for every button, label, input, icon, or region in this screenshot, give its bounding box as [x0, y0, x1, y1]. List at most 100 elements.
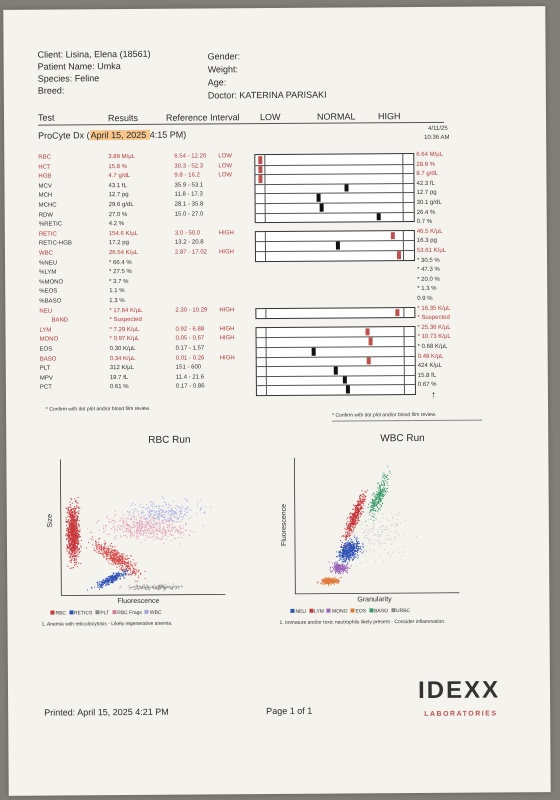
graph-boundary-line: [403, 307, 405, 318]
row-flag: HIGH: [219, 306, 235, 313]
confirm-note-left: * Confirm with dot plot and/or blood fil…: [46, 405, 151, 413]
legend-label: EOS: [355, 608, 367, 615]
row-result: 15.8 %: [108, 163, 128, 170]
row-flag: HIGH: [219, 354, 235, 361]
legend-swatch: [369, 608, 374, 613]
row-right: * 47.3 %: [417, 267, 440, 274]
confirm-note-right: * Confirm with dot plot and/or blood fil…: [332, 411, 437, 419]
row-test: PCT: [39, 384, 52, 392]
row-test: EOS: [39, 346, 53, 353]
row-result: 29.6 g/dL: [108, 201, 134, 209]
wbc-run-title: WBC Run: [380, 432, 425, 445]
row-test: NEU: [39, 308, 53, 315]
graph-row-line: [255, 182, 414, 185]
result-marker-rbc: [258, 156, 263, 164]
row-ref: 0.05 - 0.67: [175, 335, 205, 343]
row-right: 42.3 fL: [416, 180, 435, 187]
row-test: RETIC: [38, 231, 57, 238]
row-result: 312 K/µL: [109, 365, 134, 372]
result-marker-mch: [316, 194, 321, 202]
graph-row-line: [255, 202, 414, 205]
row-test: HGB: [38, 173, 52, 180]
row-right: * 20.0 %: [417, 276, 440, 283]
results-graph: [3, 6, 545, 397]
rbc-x-label: Fluorescence: [117, 597, 160, 606]
row-result: 19.7 fL: [109, 374, 129, 381]
row-right: * Suspected: [417, 314, 450, 322]
graph-boundary-line: [402, 230, 404, 260]
legend-label: RBC Frags: [117, 609, 142, 617]
row-result: 4.7 g/dL: [108, 173, 131, 180]
graph-row-line: [255, 173, 414, 176]
row-test: %NEU: [39, 260, 58, 267]
row-right: 28.9 %: [416, 161, 436, 168]
legend-swatch: [390, 608, 395, 613]
row-ref: 15.0 - 27.0: [174, 211, 204, 218]
row-ref: 6.54 - 12.20: [174, 153, 207, 160]
row-test: RDW: [38, 212, 54, 219]
row-result: * 17.64 K/µL: [109, 307, 143, 314]
row-ref: 0.17 - 0.86: [175, 383, 205, 391]
highlighted-date: April 15, 2025: [89, 129, 150, 141]
graph-boundary-line: [265, 231, 267, 261]
weight-line: Weight:: [207, 64, 239, 75]
row-test: WBC: [38, 250, 53, 257]
row-test: %RETIC: [38, 221, 63, 228]
row-right: 16.3 pg: [416, 238, 437, 245]
row-ref: 28.1 - 35.8: [174, 201, 204, 208]
row-test: BASO: [39, 356, 57, 363]
row-test: MCH: [38, 192, 53, 200]
row-result: * 7.29 K/µL: [109, 326, 140, 333]
client-line: Client: Lisina, Elena (18561): [37, 48, 151, 60]
legend-swatch: [144, 609, 149, 614]
row-flag: HIGH: [219, 335, 235, 342]
graph-box: [254, 153, 415, 224]
retics-cloud: [86, 568, 135, 591]
row-test: MONO: [39, 336, 59, 344]
lym-cloud: [340, 489, 368, 551]
row-result: * 3.7 %: [109, 278, 129, 285]
prior-date: 4/11/25: [428, 125, 448, 132]
row-result: 1.1 %: [109, 288, 125, 295]
rbc-scatter-plot: [60, 459, 226, 596]
up-arrow-icon: ↑: [430, 389, 437, 401]
row-right: * 25.36 K/µL: [417, 324, 451, 331]
row-test: PLT: [39, 365, 51, 372]
graph-row-line: [256, 374, 415, 377]
col-normal: NORMAL: [316, 111, 356, 122]
result-marker-retic: [390, 231, 395, 240]
row-result: 17.2 pg: [108, 240, 129, 247]
graph-row-line: [256, 336, 415, 339]
col-test: Test: [37, 112, 55, 123]
neu-cloud: [335, 535, 364, 565]
legend-label: URBC: [395, 608, 411, 615]
rbc-run-title: RBC Run: [148, 434, 191, 446]
result-marker-hct: [258, 165, 263, 174]
graph-row-line: [255, 163, 414, 166]
col-reference: Reference Interval: [165, 112, 240, 123]
result-marker-lym: [365, 328, 370, 336]
result-marker-rdw: [376, 212, 381, 221]
legend-label: LYM: [314, 608, 324, 615]
header-divider: [38, 121, 445, 126]
row-result: 154.6 K/µL: [108, 230, 139, 237]
row-ref: 0.92 - 6.88: [175, 326, 205, 333]
row-test: RETIC-HGB: [38, 240, 72, 248]
age-line: Age:: [207, 77, 227, 88]
eos-cloud: [316, 576, 343, 587]
lab-report-page: Client: Lisina, Elena (18561) Patient Na…: [3, 6, 551, 796]
row-right: 53.61 K/µL: [416, 247, 447, 255]
graph-boundary-line: [265, 308, 267, 319]
wbc-scatter-plot: [293, 457, 460, 595]
row-test: %MONO: [39, 279, 64, 286]
row-test: HCT: [38, 164, 51, 171]
legend-swatch: [95, 610, 100, 615]
row-right: * 0.68 K/µL: [417, 343, 448, 351]
doctor-line: Doctor: KATERINA PARISAKI: [207, 89, 327, 101]
row-flag: HIGH: [218, 230, 234, 237]
row-right: * 10.73 K/µL: [417, 334, 451, 341]
baso-cloud: [365, 465, 391, 522]
result-marker-plt: [333, 366, 338, 375]
row-ref: 151 - 600: [175, 364, 202, 371]
row-right: 0.67 %: [417, 382, 437, 389]
